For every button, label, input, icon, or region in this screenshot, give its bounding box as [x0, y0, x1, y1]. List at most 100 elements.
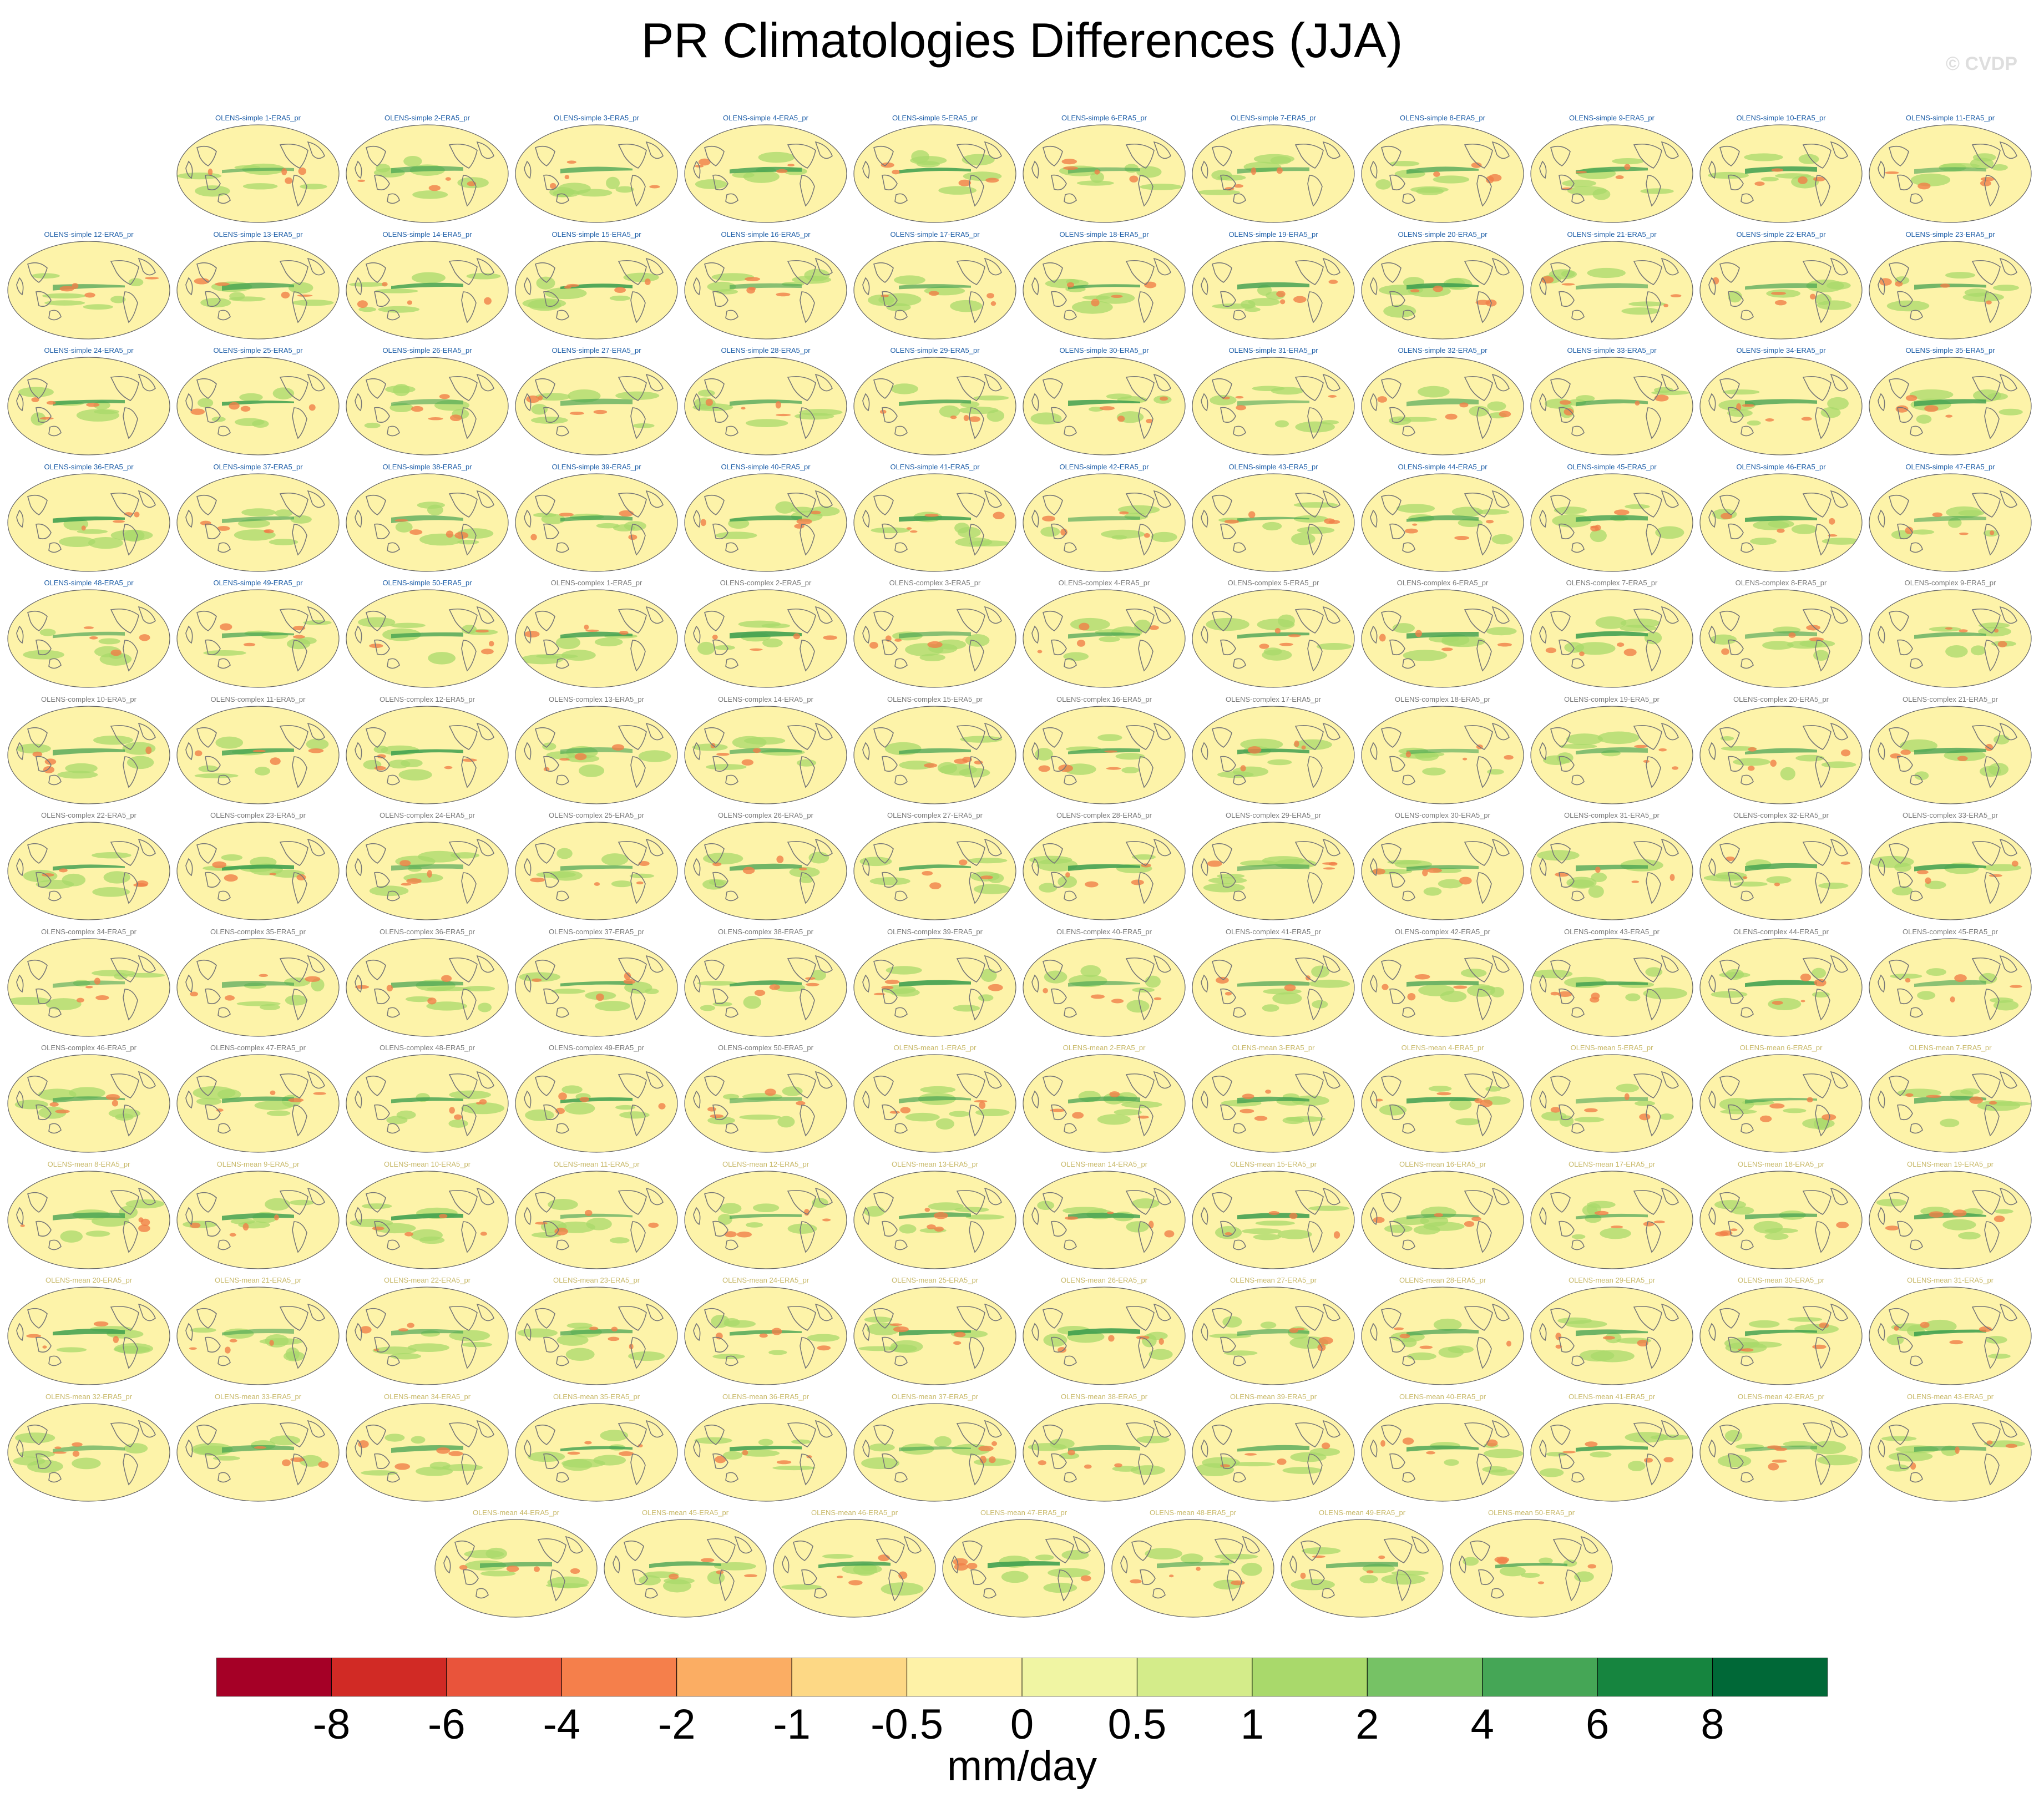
positive-anomaly-patch [517, 1328, 558, 1338]
negative-anomaly-patch [39, 417, 54, 420]
positive-anomaly-patch [812, 1197, 828, 1208]
watermark: © CVDP [1946, 53, 2017, 74]
coastline [279, 1189, 308, 1215]
itcz-band [1576, 1213, 1648, 1219]
positive-anomaly-patch [796, 759, 817, 767]
coastline [185, 1207, 193, 1225]
coastline [1830, 373, 1848, 392]
positive-anomaly-patch [522, 298, 566, 308]
coastline [205, 988, 221, 1004]
positive-anomaly-patch [1423, 887, 1442, 896]
positive-anomaly-patch [1635, 1101, 1656, 1106]
coastline [1830, 606, 1848, 624]
map-outline [684, 1287, 847, 1385]
positive-anomaly-patch [91, 1215, 129, 1227]
coastline [1897, 872, 1913, 888]
coastline [374, 639, 390, 656]
positive-anomaly-patch [743, 995, 762, 1009]
positive-anomaly-patch [934, 1436, 952, 1447]
coastline [706, 1538, 736, 1563]
coastline [307, 1071, 325, 1089]
positive-anomaly-patch [1559, 743, 1597, 749]
map-panel: OLENS-mean 29-ERA5_pr [1529, 1276, 1695, 1387]
coastline [1999, 1071, 2017, 1089]
coastline [1802, 260, 1831, 285]
panel-map [1023, 822, 1186, 920]
coastline [1815, 407, 1830, 439]
negative-anomaly-patch [2005, 1443, 2017, 1448]
positive-anomaly-patch [1460, 968, 1487, 978]
negative-anomaly-patch [1561, 282, 1575, 286]
negative-anomaly-patch [1801, 417, 1812, 421]
positive-anomaly-patch [361, 1203, 392, 1209]
coastline [862, 1090, 870, 1109]
itcz-band [1576, 399, 1648, 407]
map-panel: OLENS-simple 26-ERA5_pr [344, 346, 510, 457]
panel-label: OLENS-mean 49-ERA5_pr [1318, 1508, 1406, 1517]
coastline [1984, 640, 2000, 672]
positive-anomaly-patch [1750, 537, 1777, 545]
positive-anomaly-patch [303, 620, 332, 625]
coastline [1661, 490, 1679, 508]
coastline [1571, 310, 1585, 320]
coastline [1741, 774, 1754, 785]
positive-anomaly-patch [42, 293, 86, 298]
coastline [873, 378, 894, 399]
coastline [279, 957, 308, 983]
panel-map [684, 1054, 847, 1153]
negative-anomaly-patch [705, 398, 713, 406]
panel-label: OLENS-mean 22-ERA5_pr [383, 1276, 471, 1284]
positive-anomaly-patch [1036, 858, 1078, 872]
panel-map [1869, 589, 2032, 688]
coastline [1889, 959, 1909, 980]
negative-anomaly-patch [1114, 1463, 1122, 1467]
coastline [1550, 378, 1571, 399]
panel-label: OLENS-mean 25-ERA5_pr [891, 1276, 979, 1284]
coastline [1138, 523, 1153, 555]
positive-anomaly-patch [861, 1457, 900, 1469]
negative-anomaly-patch [190, 991, 199, 996]
map-panel: OLENS-mean 13-ERA5_pr [852, 1160, 1018, 1271]
coastline [1571, 1007, 1585, 1017]
map-panel: OLENS-mean 16-ERA5_pr [1359, 1160, 1526, 1271]
coastline [1220, 407, 1236, 423]
map-outline [1530, 357, 1693, 455]
positive-anomaly-patch [299, 1455, 322, 1467]
panel-label: OLENS-mean 45-ERA5_pr [641, 1508, 729, 1517]
coastline [882, 988, 898, 1004]
panel-label: OLENS-simple 1-ERA5_pr [215, 114, 301, 122]
positive-anomaly-patch [531, 416, 568, 424]
panel-map [1361, 240, 1524, 340]
coastline [1125, 840, 1155, 866]
positive-anomaly-patch [969, 540, 1010, 546]
coastline [1897, 639, 1913, 656]
coastline [1031, 509, 1039, 528]
map-panel: OLENS-simple 21-ERA5_pr [1529, 230, 1695, 341]
panel-map [684, 473, 847, 572]
coastline [1971, 1305, 2001, 1331]
positive-anomaly-patch [241, 508, 276, 516]
coastline [1381, 262, 1402, 283]
positive-anomaly-patch [265, 1334, 289, 1348]
negative-anomaly-patch [54, 1446, 62, 1449]
negative-anomaly-patch [1602, 1336, 1615, 1340]
coastline [618, 957, 647, 983]
map-panel: OLENS-complex 20-ERA5_pr [1698, 695, 1864, 806]
coastline [138, 955, 156, 973]
negative-anomaly-patch [208, 168, 213, 176]
coastline [205, 174, 221, 191]
map-outline [346, 822, 509, 920]
coastline [1370, 1207, 1378, 1225]
coastline [1491, 606, 1510, 624]
positive-anomaly-patch [1499, 1566, 1526, 1577]
map-outline [853, 1054, 1016, 1153]
positive-anomaly-patch [364, 422, 381, 429]
negative-anomaly-patch [2010, 984, 2022, 988]
positive-anomaly-patch [662, 1579, 691, 1593]
coastline [1051, 291, 1067, 307]
coastline [618, 1073, 647, 1098]
panel-map [7, 1054, 170, 1153]
negative-anomaly-patch [989, 1456, 996, 1463]
negative-anomaly-patch [1828, 534, 1838, 536]
positive-anomaly-patch [1403, 650, 1448, 661]
